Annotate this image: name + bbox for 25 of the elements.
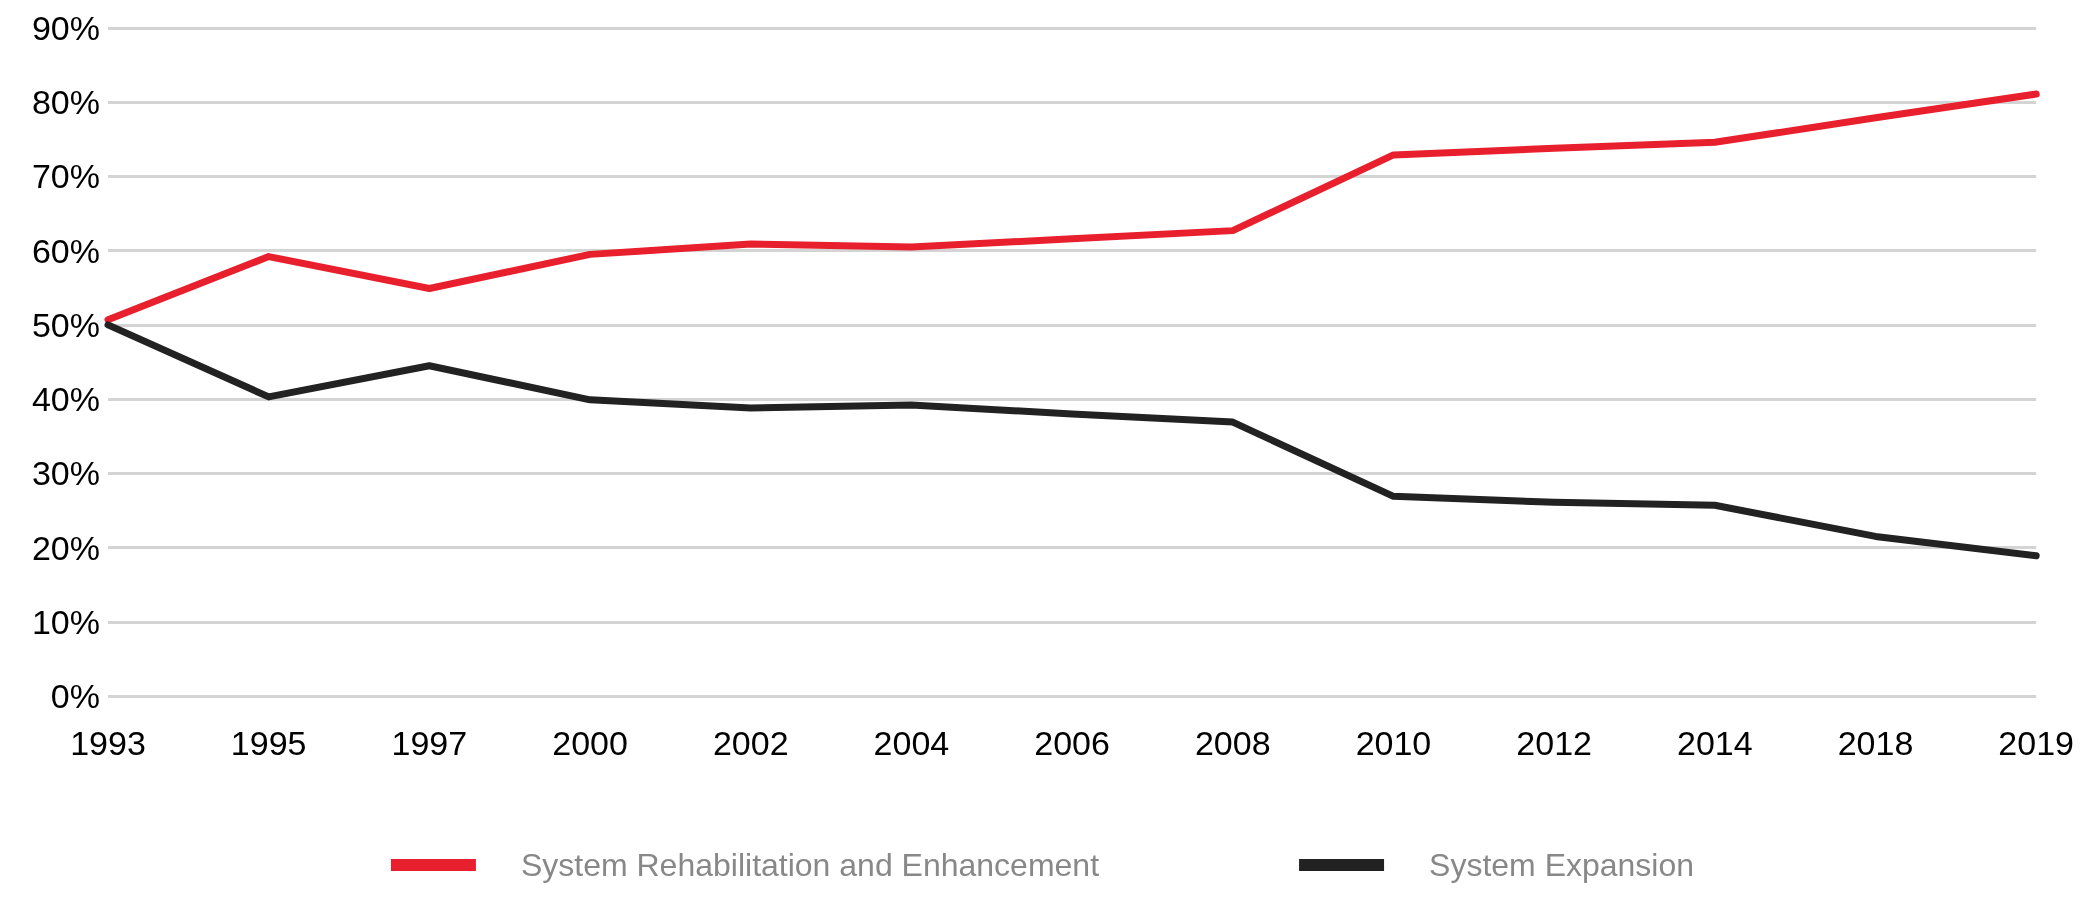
x-tick-label: 2014 bbox=[1677, 724, 1753, 762]
y-tick-label: 40% bbox=[31, 380, 100, 419]
x-tick-label: 2004 bbox=[873, 724, 950, 762]
y-tick-label: 60% bbox=[31, 231, 100, 270]
y-tick-label: 90% bbox=[31, 9, 100, 47]
x-tick-label: 1993 bbox=[70, 724, 146, 762]
y-tick-label: 0% bbox=[50, 677, 100, 715]
y-tick-label: 10% bbox=[31, 602, 100, 641]
y-tick-label: 30% bbox=[31, 454, 100, 493]
x-tick-label: 1995 bbox=[230, 724, 307, 762]
x-tick-label: 2002 bbox=[712, 724, 789, 762]
legend-label: System Rehabilitation and Enhancement bbox=[520, 847, 1100, 883]
x-tick-label: 2006 bbox=[1034, 724, 1110, 762]
y-tick-label: 80% bbox=[31, 83, 100, 122]
x-tick-label: 2010 bbox=[1355, 724, 1432, 762]
x-tick-label: 2019 bbox=[1998, 724, 2074, 762]
legend-label: System Expansion bbox=[1429, 847, 1695, 883]
y-tick-label: 20% bbox=[31, 528, 100, 567]
x-tick-label: 2000 bbox=[552, 724, 628, 762]
x-tick-label: 2012 bbox=[1516, 724, 1592, 762]
x-tick-label: 2008 bbox=[1194, 724, 1271, 762]
x-tick-label: 2018 bbox=[1837, 724, 1914, 762]
y-tick-label: 50% bbox=[31, 305, 100, 344]
x-tick-label: 1997 bbox=[391, 724, 468, 762]
y-tick-label: 70% bbox=[31, 157, 100, 196]
